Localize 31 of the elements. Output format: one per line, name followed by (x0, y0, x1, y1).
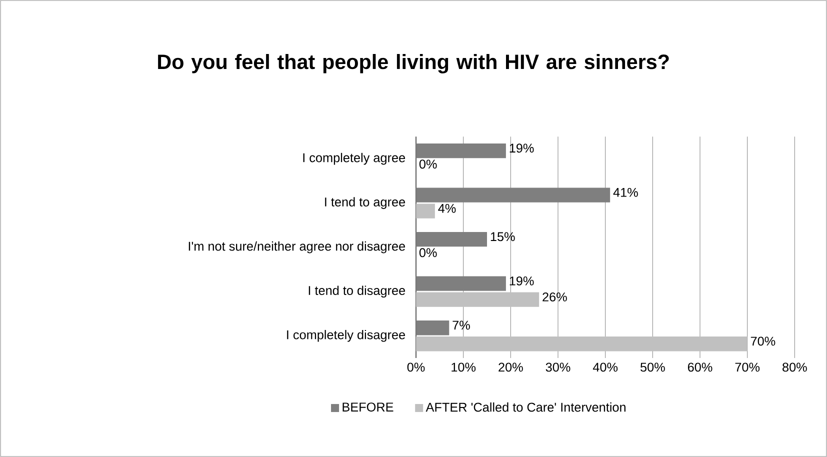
chart-title: Do you feel that people living with HIV are sinners? (158, 54, 669, 74)
data-label: 19% (510, 276, 534, 286)
y-tick-label: I completely agree (303, 152, 406, 165)
x-tick-label: 20% (498, 362, 523, 372)
x-tick-label: 10% (452, 362, 476, 372)
y-tick-label: I tend to agree (325, 197, 406, 209)
y-tick-label: I completely disagree (287, 330, 406, 342)
data-label: 0% (419, 160, 437, 169)
x-tick-label: 30% (546, 362, 570, 372)
data-label: 7% (452, 320, 470, 330)
data-label: 41% (613, 188, 638, 197)
bar (416, 292, 540, 307)
bar (416, 204, 435, 218)
x-tick-label: 40% (592, 362, 618, 372)
legend-label: BEFORE (342, 402, 394, 412)
x-tick-label: 60% (688, 362, 712, 372)
y-tick-label: I tend to disagree (308, 286, 406, 298)
data-label: 70% (750, 336, 776, 346)
bar (416, 320, 450, 336)
data-label: 4% (438, 204, 456, 213)
data-label: 19% (510, 144, 534, 153)
x-tick-label: 70% (735, 362, 760, 372)
data-label: 15% (490, 232, 515, 242)
x-tick-label: 80% (782, 362, 807, 372)
y-tick-label: I'm not sure/neither agree nor disagree (188, 241, 406, 254)
legend-label: AFTER 'Called to Care' Intervention (426, 402, 626, 412)
x-tick-label: 50% (640, 362, 665, 372)
data-label: 0% (419, 248, 437, 258)
x-tick-label: 0% (407, 362, 425, 372)
bar (416, 336, 748, 352)
data-label: 26% (542, 292, 567, 302)
